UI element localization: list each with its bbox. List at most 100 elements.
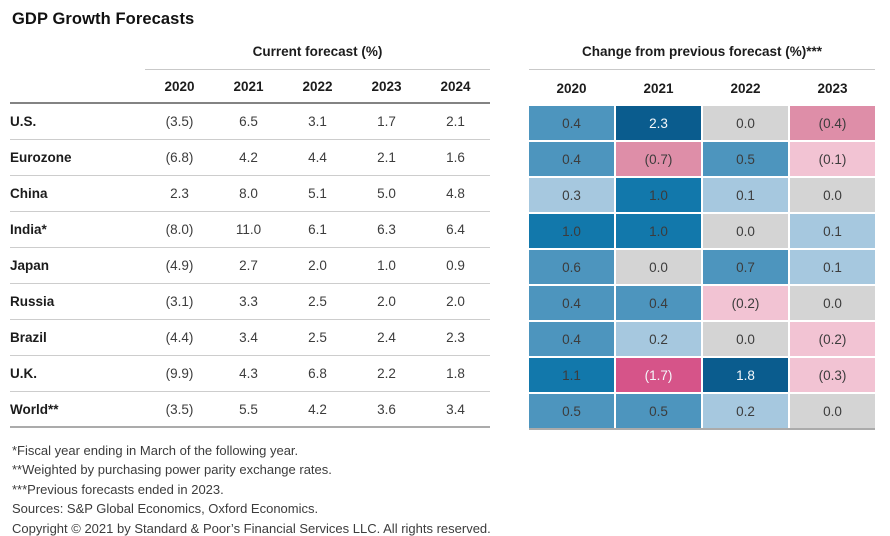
change-cell: 0.3 — [529, 178, 614, 212]
forecast-value: 5.0 — [377, 186, 396, 201]
table-row: Eurozone (6.8) 4.2 4.4 2.1 1.6 — [10, 140, 490, 176]
year-header-2020: 2020 — [556, 80, 587, 96]
change-cell: 0.0 — [790, 394, 875, 428]
footnotes: *Fiscal year ending in March of the foll… — [12, 441, 491, 536]
change-cell: 0.4 — [529, 106, 614, 140]
forecast-value: 0.9 — [446, 258, 465, 273]
change-cell: 0.1 — [790, 214, 875, 248]
forecast-value: 3.6 — [377, 401, 396, 417]
table-row: China 2.3 8.0 5.1 5.0 4.8 — [10, 176, 490, 212]
forecast-value: (9.9) — [165, 366, 194, 381]
change-cell: 0.4 — [529, 322, 614, 356]
forecast-value: 6.4 — [446, 222, 465, 237]
table-row: Japan (4.9) 2.7 2.0 1.0 0.9 — [10, 248, 490, 284]
change-forecast-header: Change from previous forecast (%)*** — [529, 44, 875, 70]
change-cell: (0.2) — [790, 322, 875, 356]
forecast-value: 1.8 — [446, 366, 465, 381]
forecast-value: 3.3 — [239, 294, 258, 309]
year-header-2022: 2022 — [302, 78, 333, 94]
year-header-2023: 2023 — [817, 80, 848, 96]
footnote-line: Copyright © 2021 by Standard & Poor’s Fi… — [12, 520, 491, 536]
year-header-2022: 2022 — [730, 80, 761, 96]
table-row: India* (8.0) 11.0 6.1 6.3 6.4 — [10, 212, 490, 248]
forecast-value: 1.6 — [446, 150, 465, 165]
forecast-value: 2.1 — [377, 150, 396, 165]
country-label: World** — [10, 401, 59, 417]
forecast-value: (3.5) — [165, 114, 194, 129]
forecast-value: 8.0 — [239, 186, 258, 201]
forecast-value: 2.5 — [308, 330, 327, 345]
forecast-value: 2.0 — [446, 294, 465, 309]
forecast-value: 2.1 — [446, 114, 465, 129]
table-row: Russia (3.1) 3.3 2.5 2.0 2.0 — [10, 284, 490, 320]
change-cell: 0.0 — [703, 322, 788, 356]
table-row: U.S. (3.5) 6.5 3.1 1.7 2.1 — [10, 104, 490, 140]
change-cell: 1.1 — [529, 358, 614, 392]
change-cell: 0.4 — [529, 286, 614, 320]
table-row: Brazil (4.4) 3.4 2.5 2.4 2.3 — [10, 320, 490, 356]
forecast-value: 3.1 — [308, 114, 327, 129]
forecast-value: 6.3 — [377, 222, 396, 237]
country-label: Eurozone — [10, 150, 72, 165]
forecast-value: 6.8 — [308, 366, 327, 381]
change-forecast-table: Change from previous forecast (%)*** 202… — [529, 44, 875, 430]
country-label: India* — [10, 222, 47, 237]
forecast-value: 5.1 — [308, 186, 327, 201]
change-cell: 0.1 — [790, 250, 875, 284]
forecast-value: 1.0 — [377, 258, 396, 273]
forecast-value: 2.0 — [377, 294, 396, 309]
forecast-value: (3.1) — [165, 294, 194, 309]
change-cell: (0.1) — [790, 142, 875, 176]
change-cell: 0.5 — [703, 142, 788, 176]
year-header-2021: 2021 — [643, 80, 674, 96]
change-cell: 0.7 — [703, 250, 788, 284]
current-forecast-year-header-row: 2020 2021 2022 2023 2024 — [10, 70, 490, 104]
forecast-value: (6.8) — [165, 150, 194, 165]
footnote-line: *Fiscal year ending in March of the foll… — [12, 443, 299, 458]
change-cell: 0.2 — [616, 322, 701, 356]
change-cell: 1.0 — [616, 178, 701, 212]
change-cell: 0.4 — [529, 142, 614, 176]
year-header-2024: 2024 — [440, 78, 471, 94]
forecast-value: 4.4 — [308, 150, 327, 165]
forecast-value: 2.0 — [308, 258, 327, 273]
forecast-value: 6.1 — [308, 222, 327, 237]
forecast-value: 11.0 — [235, 222, 262, 237]
forecast-value: 2.2 — [377, 366, 396, 381]
current-forecast-rows: U.S. (3.5) 6.5 3.1 1.7 2.1 Eurozone (6.8) 4.2 4.4… — [10, 104, 490, 428]
change-cell: 2.3 — [616, 106, 701, 140]
forecast-value: 2.3 — [446, 330, 465, 345]
change-cell: 0.4 — [616, 286, 701, 320]
change-cell: 0.1 — [703, 178, 788, 212]
change-cell: 1.0 — [529, 214, 614, 248]
forecast-value: 2.7 — [239, 258, 258, 273]
forecast-value: 4.2 — [239, 150, 258, 165]
forecast-value: 6.5 — [239, 114, 258, 129]
change-cell: 0.0 — [616, 250, 701, 284]
page-title: GDP Growth Forecasts — [12, 10, 195, 28]
table-row: U.K. (9.9) 4.3 6.8 2.2 1.8 — [10, 356, 490, 392]
forecast-value: (3.5) — [165, 401, 194, 417]
change-cell: 1.8 — [703, 358, 788, 392]
country-label: Russia — [10, 294, 55, 309]
footnote-line: **Weighted by purchasing power parity ex… — [12, 462, 332, 478]
year-header-2023: 2023 — [371, 78, 402, 94]
forecast-value: (8.0) — [165, 222, 194, 237]
change-cell: (0.4) — [790, 106, 875, 140]
change-forecast-year-header-row: 2020 2021 2022 2023 — [529, 70, 875, 106]
change-cell: 0.5 — [616, 394, 701, 428]
forecast-value: 4.2 — [308, 401, 327, 417]
change-cell: (0.2) — [703, 286, 788, 320]
forecast-value: (4.9) — [165, 258, 194, 273]
year-header-2021: 2021 — [233, 78, 264, 94]
change-cell: (1.7) — [616, 358, 701, 392]
forecast-value: 3.4 — [239, 330, 258, 345]
year-header-2020: 2020 — [164, 78, 195, 94]
change-cell: (0.7) — [616, 142, 701, 176]
change-cell: (0.3) — [790, 358, 875, 392]
change-cell: 0.0 — [790, 178, 875, 212]
current-forecast-header: Current forecast (%) — [145, 44, 490, 70]
forecast-value: 3.4 — [446, 401, 465, 417]
country-label: China — [10, 186, 48, 201]
